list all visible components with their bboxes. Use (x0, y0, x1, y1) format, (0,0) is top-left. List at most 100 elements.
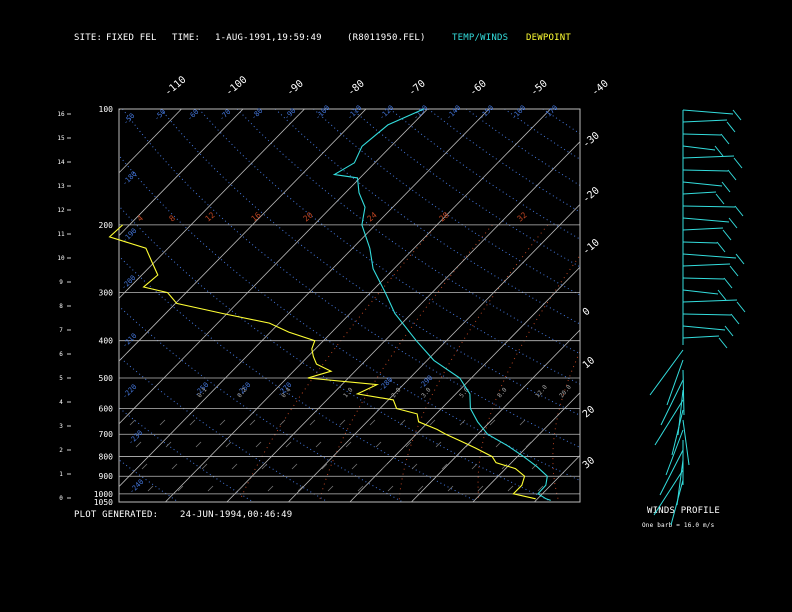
dry-adiabat (504, 109, 580, 160)
grid-slash (399, 419, 406, 426)
pressure-label: 600 (99, 404, 114, 413)
wind-barb (682, 289, 719, 295)
grid-slash (471, 463, 478, 470)
wind-barb-flag (715, 193, 725, 205)
grid-slash (501, 463, 508, 470)
isotherm-line (119, 109, 428, 425)
grid-slash (351, 463, 358, 470)
wind-barb-flag (718, 337, 728, 349)
isotherm-line (119, 109, 305, 299)
wind-barb (671, 409, 684, 456)
grid-slash (411, 463, 418, 470)
top-temp-label: -50 (529, 78, 550, 98)
dry-adiabat (122, 109, 580, 449)
lower-mixing-label: 2.0 (390, 386, 403, 399)
legend-dewpoint: DEWPOINT (526, 33, 571, 43)
wind-barb (682, 227, 724, 231)
wind-barb (682, 133, 722, 136)
adiabat-label: -220 (121, 383, 139, 401)
isotherm-line (596, 109, 792, 502)
wind-barb-flag (734, 205, 744, 217)
grid-slash (387, 485, 394, 492)
mixing-ratio-line (477, 254, 580, 501)
dry-adiabat (734, 109, 792, 501)
wind-barb-flag (733, 157, 743, 169)
pressure-label: 900 (99, 472, 114, 481)
wind-barb (682, 369, 685, 416)
grid-slash (129, 419, 136, 426)
mixing-ratio-line (319, 224, 493, 501)
adiabat-label: -160 (510, 104, 528, 122)
height-label: 16 (57, 111, 65, 118)
adiabat-label: -70 (218, 108, 233, 123)
pressure-label: 800 (99, 453, 114, 462)
height-label: 5 (59, 375, 63, 382)
mixing-ratio-line (693, 225, 769, 501)
isotherm-line (288, 203, 580, 502)
dry-adiabat (119, 255, 477, 502)
top-temp-label: -100 (224, 74, 250, 98)
isotherm-line (534, 454, 580, 502)
adiabat-label: -170 (542, 104, 560, 122)
dewpoint-line (108, 224, 536, 500)
pressure-label: 1050 (94, 498, 113, 507)
grid-slash (519, 419, 526, 426)
wind-barb (682, 181, 723, 187)
time-value: 1-AUG-1991,19:59:49 (215, 33, 322, 43)
grid-slash (417, 485, 424, 492)
right-temp-label: 20 (581, 404, 597, 420)
mixing-ratio-line (624, 225, 713, 501)
grid-slash (231, 463, 238, 470)
wind-barb (660, 379, 684, 426)
wind-barb (670, 479, 684, 526)
wind-barb-flag (728, 217, 738, 229)
grid-slash (477, 485, 484, 492)
grid-slash (369, 419, 376, 426)
top-temp-label: -60 (468, 78, 489, 98)
wind-barb (653, 469, 684, 516)
wind-barb (682, 205, 736, 208)
top-temp-label: -40 (590, 78, 611, 98)
lower-mixing-label: 12.0 (534, 383, 549, 399)
dry-adiabat (696, 109, 792, 501)
dry-adiabat (466, 109, 580, 187)
wind-barb-flag (729, 265, 739, 277)
adiabat-label: -50 (122, 112, 137, 127)
height-label: 0 (59, 495, 63, 502)
isotherm-line (472, 392, 580, 502)
height-label: 10 (57, 255, 65, 262)
top-temp-label: -110 (163, 74, 189, 98)
grid-slash (159, 419, 166, 426)
file-name: (R8011950.FEL) (347, 33, 426, 43)
height-label: 15 (57, 135, 65, 142)
wind-barb-flag (722, 229, 732, 241)
height-label: 4 (59, 399, 63, 406)
grid-slash (375, 441, 382, 448)
grid-slash (507, 485, 514, 492)
grid-slash (459, 419, 466, 426)
dry-adiabat (119, 407, 253, 502)
adiabat-label: -180 (121, 170, 139, 188)
dry-adiabat (274, 109, 580, 325)
wind-barb (682, 169, 729, 172)
isotherm-line (0, 109, 59, 502)
wind-barb (682, 313, 732, 316)
height-label: 9 (59, 279, 63, 286)
isotherm-line (349, 266, 580, 502)
wind-barb (649, 349, 684, 396)
adiabat-label: -120 (378, 104, 396, 122)
plot-area (0, 109, 792, 502)
wind-barb-flag (716, 241, 726, 253)
pressure-label: 300 (99, 289, 114, 298)
grid-slash (189, 419, 196, 426)
wind-barb (682, 263, 731, 267)
grid-slash (135, 441, 142, 448)
grid-slash (345, 441, 352, 448)
height-label: 2 (59, 447, 63, 454)
grid-slash (207, 485, 214, 492)
isotherm-line (165, 109, 551, 502)
right-temp-label: 30 (581, 455, 597, 471)
sounding-series (108, 108, 551, 501)
height-label: 1 (59, 471, 63, 478)
wind-barb (682, 419, 690, 466)
